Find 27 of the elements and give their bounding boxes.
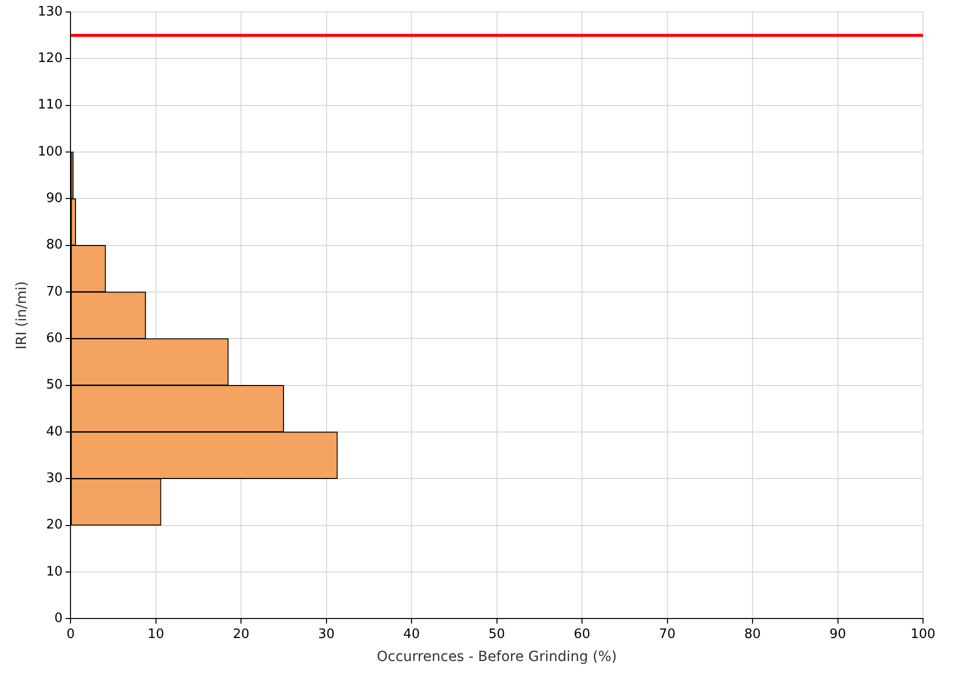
x-tick-label: 70 [659,626,676,642]
y-tick-label: 10 [46,564,63,580]
y-tick-label: 110 [38,98,63,113]
y-tick-label: 40 [46,424,63,440]
y-tick-label: 120 [38,51,63,66]
y-tick-label: 90 [46,191,63,206]
x-tick-label: 100 [910,626,936,642]
y-tick-label: 20 [46,518,63,533]
y-tick-label: 100 [38,144,63,160]
y-tick-label: 0 [54,610,63,626]
y-tick-label: 30 [46,470,63,486]
y-tick-label: 130 [38,4,63,20]
x-tick-label: 0 [66,626,75,642]
y-axis-title: IRI (in/mi) [14,281,30,350]
x-tick-label: 40 [403,626,420,642]
x-tick-label: 20 [232,626,250,642]
x-tick-label: 60 [574,626,590,642]
x-tick-label: 10 [148,626,164,642]
x-tick-label: 50 [488,626,506,642]
y-tick-label: 80 [46,238,63,253]
x-tick-label: 80 [744,626,761,642]
y-tick-label: 70 [46,284,63,300]
x-tick-label: 30 [318,626,335,642]
y-tick-label: 50 [46,378,63,393]
x-tick-label: 90 [829,626,846,642]
y-tick-label: 60 [46,331,63,346]
x-axis-title: Occurrences - Before Grinding (%) [376,649,617,666]
